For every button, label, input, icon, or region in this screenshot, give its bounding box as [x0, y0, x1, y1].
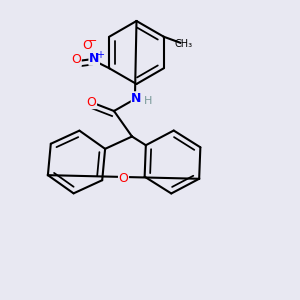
- Text: O: O: [87, 95, 96, 109]
- Text: CH₃: CH₃: [175, 39, 193, 49]
- Text: N: N: [131, 92, 142, 105]
- Text: O: O: [82, 39, 92, 52]
- Text: −: −: [88, 36, 98, 46]
- Text: N: N: [89, 52, 99, 65]
- Text: O: O: [71, 53, 81, 66]
- Text: +: +: [96, 50, 104, 60]
- Text: H: H: [144, 96, 153, 106]
- Text: O: O: [118, 172, 128, 185]
